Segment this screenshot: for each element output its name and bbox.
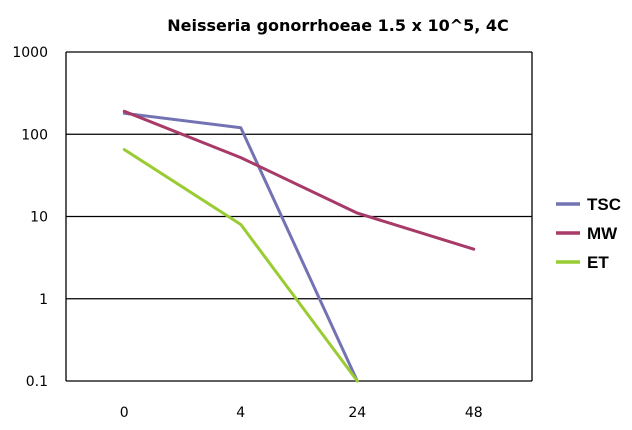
series-lines — [122, 109, 476, 383]
legend-label-mw: MW — [587, 224, 618, 243]
y-tick-label: 100 — [21, 127, 48, 143]
legend: TSC MW ET — [556, 195, 621, 272]
y-tick-label: 0.1 — [26, 374, 48, 390]
x-tick-label: 4 — [236, 405, 245, 421]
y-tick-label: 1 — [39, 292, 48, 308]
x-tick-label: 24 — [348, 405, 366, 421]
x-tick-label: 48 — [465, 405, 483, 421]
x-axis-tick-labels: 0 4 24 48 — [120, 405, 483, 421]
y-tick-label: 1000 — [12, 45, 48, 61]
legend-label-et: ET — [587, 253, 609, 272]
y-tick-label: 10 — [30, 210, 48, 226]
grid-lines — [65, 51, 533, 382]
series-line-tsc — [122, 111, 359, 383]
x-tick-label: 0 — [120, 405, 129, 421]
legend-label-tsc: TSC — [587, 195, 621, 214]
series-line-mw — [122, 109, 476, 251]
series-line-et — [122, 148, 359, 383]
chart-title: Neisseria gonorrhoeae 1.5 x 10^5, 4C — [167, 16, 509, 35]
y-axis-tick-labels: 0.1 1 10 100 1000 — [12, 45, 48, 390]
